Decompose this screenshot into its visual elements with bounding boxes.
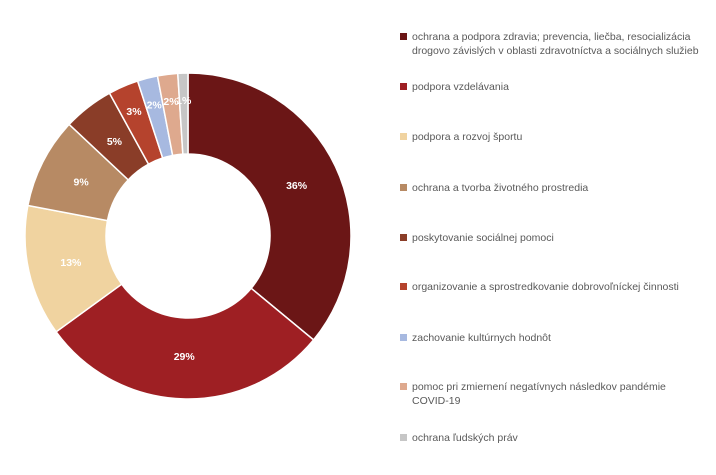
legend-item: poskytovanie sociálnej pomoci (400, 231, 700, 245)
legend-swatch (400, 334, 407, 341)
slice-label: 36% (286, 180, 308, 192)
slice-label: 5% (107, 136, 123, 148)
legend-label: organizovanie a sprostredkovanie dobrovo… (412, 281, 679, 293)
donut-slice (55, 283, 315, 400)
legend-swatch (400, 383, 407, 390)
slice-label: 9% (73, 177, 89, 189)
legend-item: ochrana ľudských práv (400, 431, 700, 445)
legend-item: ochrana a tvorba životného prostredia (400, 181, 700, 195)
slice-label: 29% (174, 351, 196, 363)
slice-label: 1% (176, 95, 192, 107)
legend-label: ochrana a podpora zdravia; prevencia, li… (412, 31, 699, 57)
donut-slices (24, 72, 352, 400)
legend-item: zachovanie kultúrnych hodnôt (400, 331, 700, 345)
donut-slice (187, 72, 352, 341)
slice-label: 2% (163, 96, 179, 108)
legend-label: podpora vzdelávania (412, 81, 509, 93)
legend-label: poskytovanie sociálnej pomoci (412, 232, 554, 244)
slice-label: 3% (126, 106, 142, 118)
slice-label: 2% (147, 99, 163, 111)
legend-item: podpora a rozvoj športu (400, 130, 700, 144)
legend-item: podpora vzdelávania (400, 80, 700, 94)
legend-swatch (400, 133, 407, 140)
legend-label: zachovanie kultúrnych hodnôt (412, 332, 551, 344)
slice-label: 13% (60, 257, 82, 269)
legend-label: podpora a rozvoj športu (412, 131, 523, 143)
legend-swatch (400, 234, 407, 241)
legend-swatch (400, 184, 407, 191)
legend-label: ochrana ľudských práv (412, 432, 518, 444)
legend-swatch (400, 283, 407, 290)
legend-item: pomoc pri zmiernení negatívnych následko… (400, 380, 700, 408)
legend-label: pomoc pri zmiernení negatívnych následko… (412, 381, 666, 407)
legend-swatch (400, 33, 407, 40)
legend-swatch (400, 83, 407, 90)
legend-swatch (400, 434, 407, 441)
slice-labels: 36%29%13%9%5%3%2% 2%1% (60, 95, 307, 363)
legend-item: ochrana a podpora zdravia; prevencia, li… (400, 30, 700, 58)
legend-label: ochrana a tvorba životného prostredia (412, 182, 589, 194)
legend-item: organizovanie a sprostredkovanie dobrovo… (400, 280, 700, 294)
donut-slice (176, 72, 189, 155)
